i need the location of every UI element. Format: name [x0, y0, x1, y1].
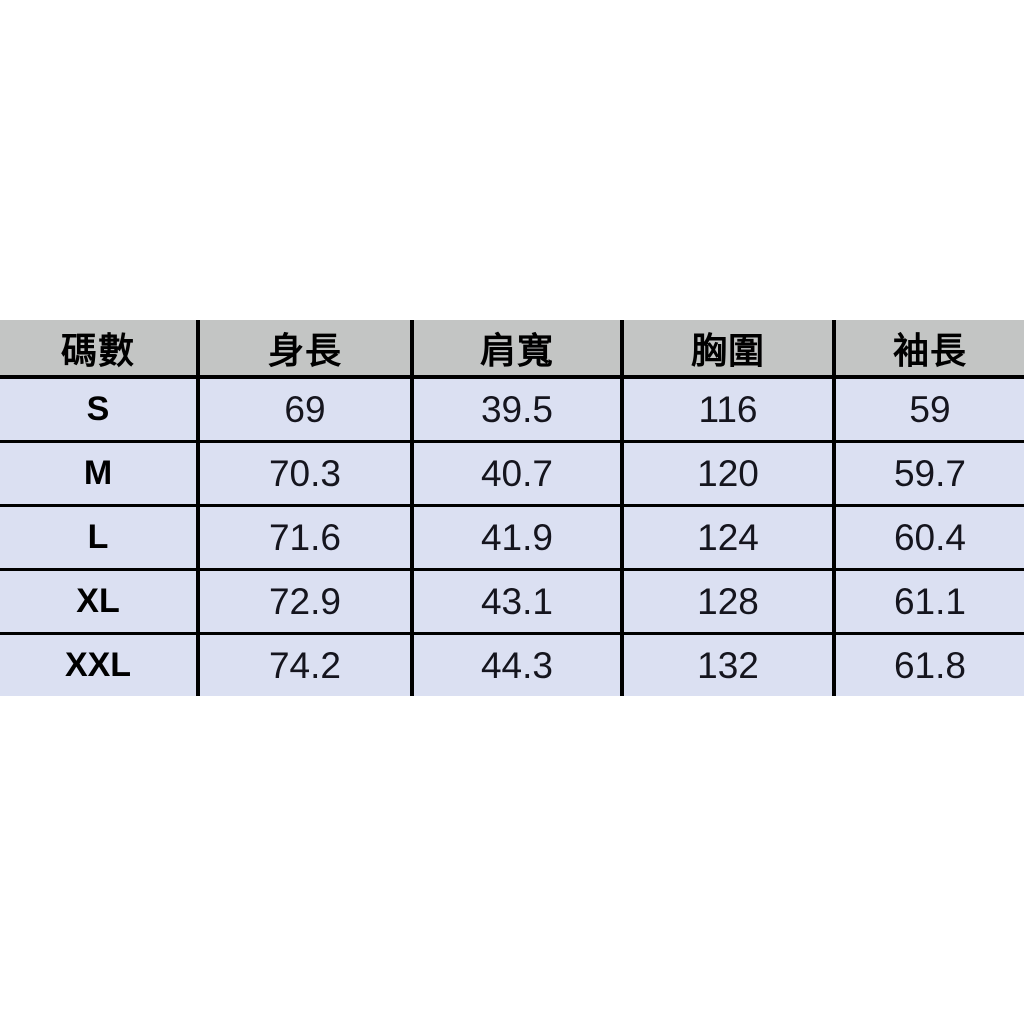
measurement-cell: 59 [834, 377, 1024, 443]
size-cell: XXL [0, 633, 200, 696]
size-cell: XL [0, 569, 200, 635]
column-header-shoulder-width: 肩寬 [412, 320, 624, 379]
measurement-cell: 72.9 [198, 569, 414, 635]
measurement-cell: 71.6 [198, 505, 414, 571]
table-row-s: S 69 39.5 116 59 [0, 377, 1024, 443]
table-row-xl: XL 72.9 43.1 128 61.1 [0, 569, 1024, 635]
table-row-m: M 70.3 40.7 120 59.7 [0, 441, 1024, 507]
measurement-cell: 60.4 [834, 505, 1024, 571]
column-header-body-length: 身長 [198, 320, 414, 379]
measurement-cell: 43.1 [412, 569, 624, 635]
measurement-cell: 124 [622, 505, 836, 571]
measurement-cell: 74.2 [198, 633, 414, 696]
measurement-cell: 128 [622, 569, 836, 635]
size-cell: M [0, 441, 200, 507]
measurement-cell: 39.5 [412, 377, 624, 443]
size-cell: L [0, 505, 200, 571]
column-header-sleeve-length: 袖長 [834, 320, 1024, 379]
size-chart-table: 碼數 身長 肩寬 胸圍 袖長 S 69 39.5 116 59 M 70.3 4… [0, 320, 1024, 696]
measurement-cell: 61.1 [834, 569, 1024, 635]
measurement-cell: 116 [622, 377, 836, 443]
header-row: 碼數 身長 肩寬 胸圍 袖長 [0, 320, 1024, 379]
measurement-cell: 70.3 [198, 441, 414, 507]
measurement-cell: 132 [622, 633, 836, 696]
column-header-chest: 胸圍 [622, 320, 836, 379]
size-cell: S [0, 377, 200, 443]
measurement-cell: 120 [622, 441, 836, 507]
table-row-xxl: XXL 74.2 44.3 132 61.8 [0, 633, 1024, 696]
measurement-cell: 61.8 [834, 633, 1024, 696]
measurement-cell: 59.7 [834, 441, 1024, 507]
measurement-cell: 40.7 [412, 441, 624, 507]
measurement-cell: 41.9 [412, 505, 624, 571]
column-header-size: 碼數 [0, 320, 200, 379]
table-row-l: L 71.6 41.9 124 60.4 [0, 505, 1024, 571]
measurement-cell: 69 [198, 377, 414, 443]
measurement-cell: 44.3 [412, 633, 624, 696]
